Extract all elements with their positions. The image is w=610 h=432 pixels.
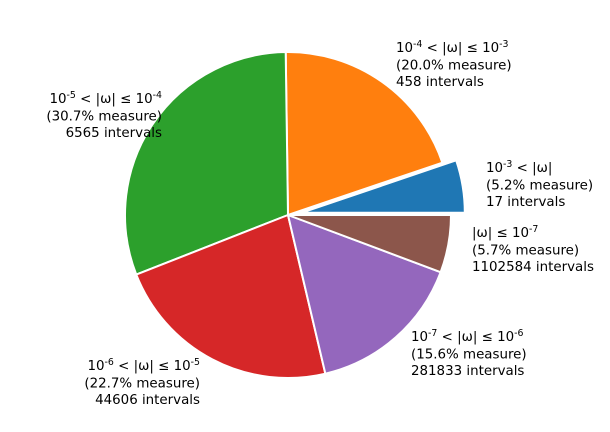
pie-label-0: 10-3 < |ω| (5.2% measure) 17 intervals [486, 159, 593, 211]
pie-slice-3 [135, 214, 327, 379]
pie-slice-2 [124, 51, 289, 276]
pie-slices [124, 51, 466, 379]
pie-slice-0 [300, 159, 466, 214]
pie-label-3: 10-6 < |ω| ≤ 10-5 (22.7% measure) 44606 in… [84, 357, 200, 409]
pie-label-5: |ω| ≤ 10-7 (5.7% measure) 1102584 interval… [472, 224, 594, 276]
pie-label-1: 10-4 < |ω| ≤ 10-3 (20.0% measure) 458 inte… [396, 39, 512, 91]
pie-slice-5 [287, 214, 452, 274]
pie-labels: 10-3 < |ω| (5.2% measure) 17 intervals 10-4… [46, 39, 594, 409]
pie-slice-1 [284, 51, 444, 216]
pie-label-2: 10-5 < |ω| ≤ 10-4 (30.7% measure) 6565 int… [46, 90, 162, 142]
pie-slice-4 [287, 214, 442, 375]
pie-label-4: 10-7 < |ω| ≤ 10-6 (15.6% measure) 281833 i… [411, 328, 527, 380]
